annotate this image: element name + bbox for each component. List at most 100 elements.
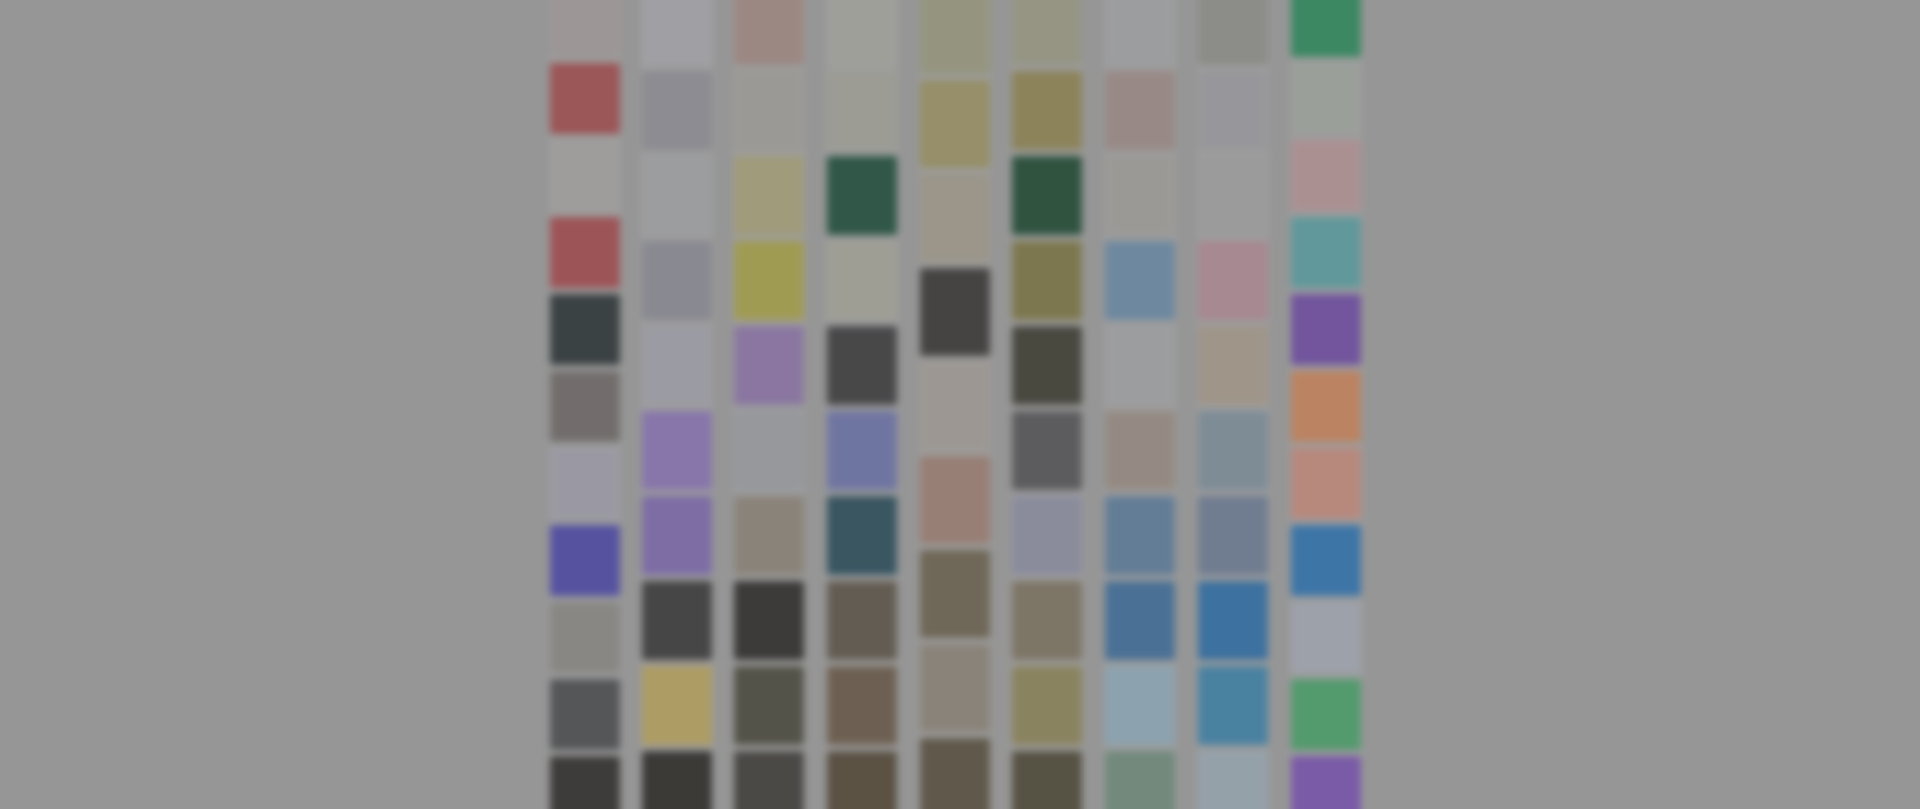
mosaic-thumbnail	[1105, 666, 1175, 745]
mosaic-thumbnail	[827, 581, 897, 660]
mosaic-thumbnail	[827, 496, 897, 575]
mosaic-thumbnail	[734, 496, 804, 575]
mosaic-thumbnail	[1291, 679, 1361, 750]
mosaic-column-2	[640, 0, 714, 809]
mosaic-thumbnail	[734, 581, 804, 660]
mosaic-thumbnail	[920, 456, 990, 544]
mosaic-thumbnail	[920, 268, 990, 356]
mosaic-thumbnail	[1012, 71, 1082, 150]
mosaic-thumbnail	[920, 174, 990, 262]
mosaic-thumbnail	[1291, 371, 1361, 442]
mosaic-thumbnail	[734, 326, 804, 405]
mosaic-thumbnail	[1198, 0, 1268, 65]
mosaic-thumbnail	[827, 71, 897, 150]
mosaic-thumbnail	[734, 71, 804, 150]
mosaic-thumbnail	[550, 294, 620, 365]
mosaic-thumbnail	[920, 0, 990, 74]
mosaic-thumbnail	[1291, 602, 1361, 673]
mosaic-thumbnail	[1105, 71, 1175, 150]
mosaic-thumbnail	[642, 156, 712, 235]
mosaic-thumbnail	[642, 496, 712, 575]
mosaic-thumbnail	[827, 156, 897, 235]
mosaic-thumbnail	[1291, 63, 1361, 134]
mosaic-thumbnail	[1012, 241, 1082, 320]
mosaic-thumbnail	[1291, 294, 1361, 365]
mosaic-thumbnail	[734, 751, 804, 809]
mosaic-thumbnail	[920, 644, 990, 732]
mosaic-thumbnail	[1198, 241, 1268, 320]
mosaic-thumbnail	[550, 448, 620, 519]
mosaic-thumbnail	[1012, 156, 1082, 235]
mosaic-thumbnail	[734, 156, 804, 235]
mosaic-thumbnail	[1198, 156, 1268, 235]
mosaic-thumbnail	[827, 0, 897, 65]
mosaic-thumbnail	[642, 581, 712, 660]
mosaic-thumbnail	[550, 756, 620, 809]
mosaic-thumbnail	[734, 0, 804, 65]
mosaic-thumbnail	[827, 411, 897, 490]
mosaic-thumbnail	[642, 0, 712, 65]
mosaic-thumbnail	[642, 411, 712, 490]
mosaic-thumbnail	[642, 666, 712, 745]
mosaic-thumbnail	[642, 241, 712, 320]
mosaic-thumbnail	[734, 411, 804, 490]
mosaic-thumbnail	[550, 0, 620, 57]
mosaic-thumbnail	[1291, 525, 1361, 596]
mosaic-thumbnail	[920, 362, 990, 450]
mosaic-thumbnail	[1198, 71, 1268, 150]
mosaic-thumbnail	[550, 140, 620, 211]
mosaic-thumbnail	[1198, 326, 1268, 405]
mosaic-thumbnail	[642, 326, 712, 405]
mosaic-column-7	[1103, 0, 1177, 809]
mosaic-column-8	[1196, 0, 1270, 809]
mosaic-thumbnail	[734, 241, 804, 320]
email-thumbnail-mosaic	[548, 0, 1368, 809]
mosaic-thumbnail	[827, 666, 897, 745]
mosaic-thumbnail	[734, 666, 804, 745]
mosaic-thumbnail	[827, 326, 897, 405]
mosaic-thumbnail	[550, 217, 620, 288]
mosaic-thumbnail	[827, 241, 897, 320]
mosaic-thumbnail	[1105, 751, 1175, 809]
mosaic-thumbnail	[1291, 756, 1361, 809]
mosaic-thumbnail	[1105, 581, 1175, 660]
mosaic-column-5	[918, 0, 992, 809]
mosaic-thumbnail	[1012, 666, 1082, 745]
mosaic-thumbnail	[1012, 581, 1082, 660]
mosaic-thumbnail	[1012, 0, 1082, 65]
mosaic-thumbnail	[920, 80, 990, 168]
mosaic-thumbnail	[550, 371, 620, 442]
mosaic-thumbnail	[550, 525, 620, 596]
mosaic-thumbnail	[1198, 581, 1268, 660]
mosaic-thumbnail	[1198, 751, 1268, 809]
mosaic-thumbnail	[1012, 326, 1082, 405]
mosaic-thumbnail	[550, 679, 620, 750]
mosaic-thumbnail	[1105, 156, 1175, 235]
mosaic-thumbnail	[1198, 411, 1268, 490]
mosaic-thumbnail	[1012, 411, 1082, 490]
mosaic-thumbnail	[550, 602, 620, 673]
mosaic-thumbnail	[1105, 411, 1175, 490]
mosaic-thumbnail	[1012, 751, 1082, 809]
mosaic-thumbnail	[827, 751, 897, 809]
mosaic-thumbnail	[1198, 666, 1268, 745]
mosaic-thumbnail	[1291, 0, 1361, 57]
mosaic-thumbnail	[642, 71, 712, 150]
mosaic-column-3	[732, 0, 806, 809]
mosaic-thumbnail	[642, 751, 712, 809]
mosaic-thumbnail	[1291, 448, 1361, 519]
mosaic-thumbnail	[550, 63, 620, 134]
mosaic-thumbnail	[1105, 241, 1175, 320]
mosaic-thumbnail	[1291, 217, 1361, 288]
mosaic-column-9	[1289, 0, 1363, 809]
mosaic-thumbnail	[920, 550, 990, 638]
mosaic-thumbnail	[1105, 496, 1175, 575]
mosaic-thumbnail	[1012, 496, 1082, 575]
mosaic-column-1	[548, 0, 622, 809]
mosaic-column-4	[825, 0, 899, 809]
mosaic-thumbnail	[1198, 496, 1268, 575]
mosaic-thumbnail	[1105, 326, 1175, 405]
mosaic-column-6	[1010, 0, 1084, 809]
mosaic-thumbnail	[1291, 140, 1361, 211]
